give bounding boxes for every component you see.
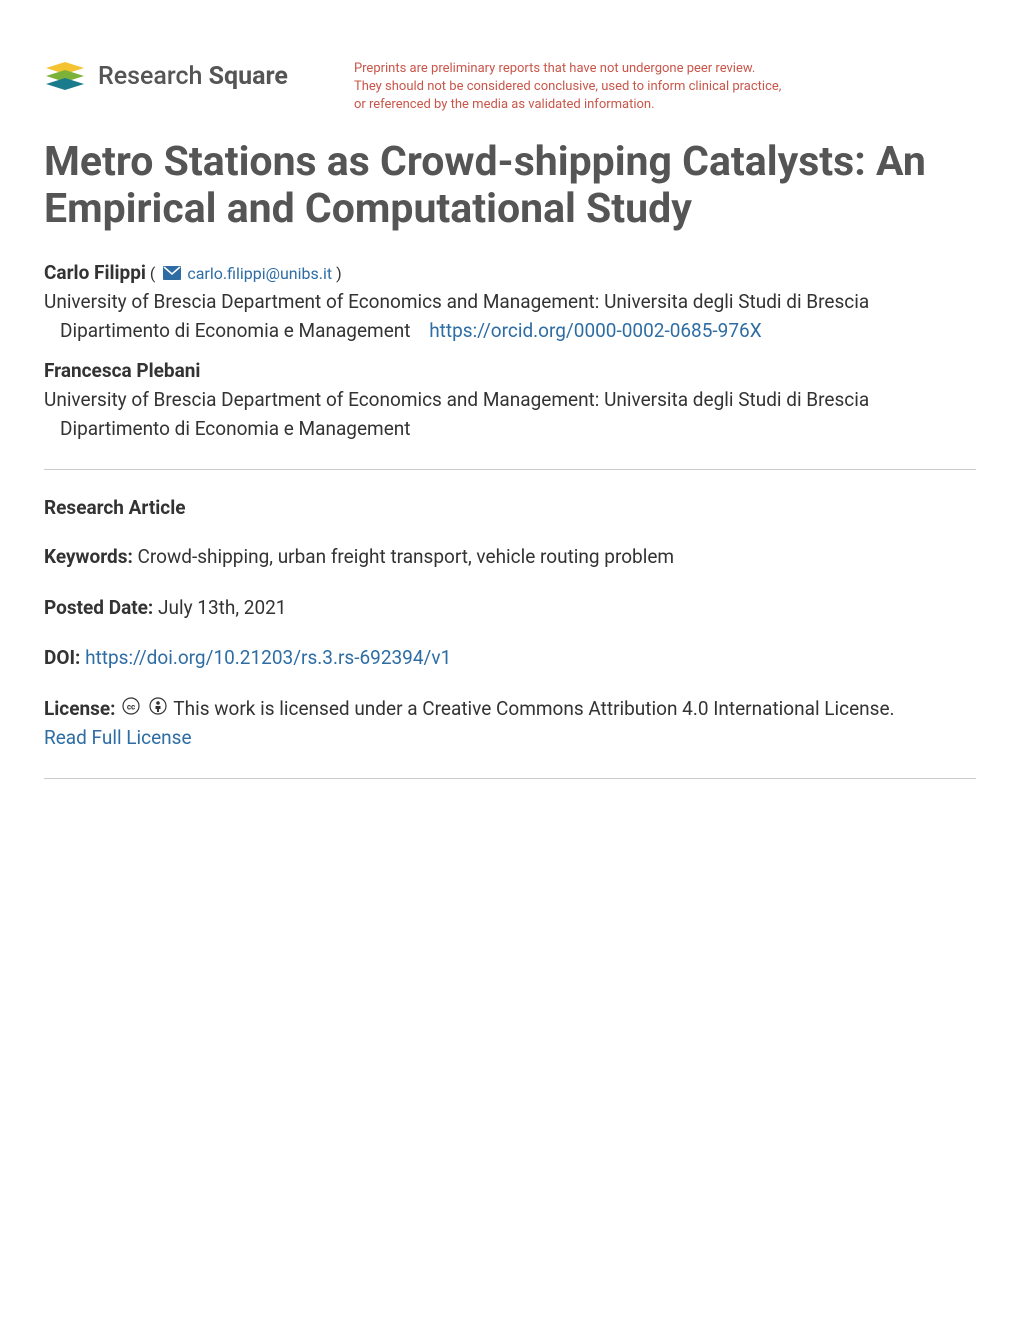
- author-block-1: Carlo Filippi ( carlo.filippi@unibs.it )…: [44, 261, 976, 345]
- license-label: License:: [44, 697, 116, 720]
- posted-date-label: Posted Date:: [44, 596, 153, 619]
- author-name-1: Carlo Filippi: [44, 261, 146, 284]
- svg-text:cc: cc: [127, 703, 135, 712]
- article-type: Research Article: [44, 496, 976, 519]
- divider-1: [44, 469, 976, 470]
- paper-title: Metro Stations as Crowd-shipping Catalys…: [44, 139, 976, 233]
- author-affiliation-2: University of Brescia Department of Econ…: [44, 386, 976, 443]
- envelope-icon: [163, 265, 181, 284]
- keywords-row: Keywords: Crowd-shipping, urban freight …: [44, 543, 976, 572]
- author-block-2: Francesca Plebani University of Brescia …: [44, 359, 976, 443]
- author-affiliation-1: University of Brescia Department of Econ…: [44, 288, 976, 345]
- keywords-label: Keywords:: [44, 545, 133, 568]
- divider-2: [44, 778, 976, 779]
- logo: Research Square: [44, 60, 288, 92]
- read-full-license-link[interactable]: Read Full License: [44, 726, 192, 749]
- disclaimer-text: Preprints are preliminary reports that h…: [354, 60, 784, 115]
- license-row: License: cc This work is licensed under …: [44, 695, 976, 753]
- license-text: This work is licensed under a Creative C…: [173, 697, 894, 720]
- doi-label: DOI:: [44, 646, 80, 669]
- posted-date-value: July 13th, 2021: [158, 596, 286, 619]
- logo-text: Research Square: [98, 62, 288, 91]
- doi-row: DOI: https://doi.org/10.21203/rs.3.rs-69…: [44, 644, 976, 673]
- author-name-2: Francesca Plebani: [44, 359, 976, 382]
- orcid-link[interactable]: https://orcid.org/0000-0002-0685-976X: [429, 319, 761, 342]
- by-icon: [149, 695, 167, 724]
- posted-date-row: Posted Date: July 13th, 2021: [44, 594, 976, 623]
- cc-icon: cc: [122, 695, 140, 724]
- doi-link[interactable]: https://doi.org/10.21203/rs.3.rs-692394/…: [85, 646, 451, 669]
- keywords-value: Crowd-shipping, urban freight transport,…: [138, 545, 675, 568]
- research-square-logo-icon: [44, 60, 86, 92]
- author-email-link[interactable]: carlo.filippi@unibs.it: [187, 264, 332, 283]
